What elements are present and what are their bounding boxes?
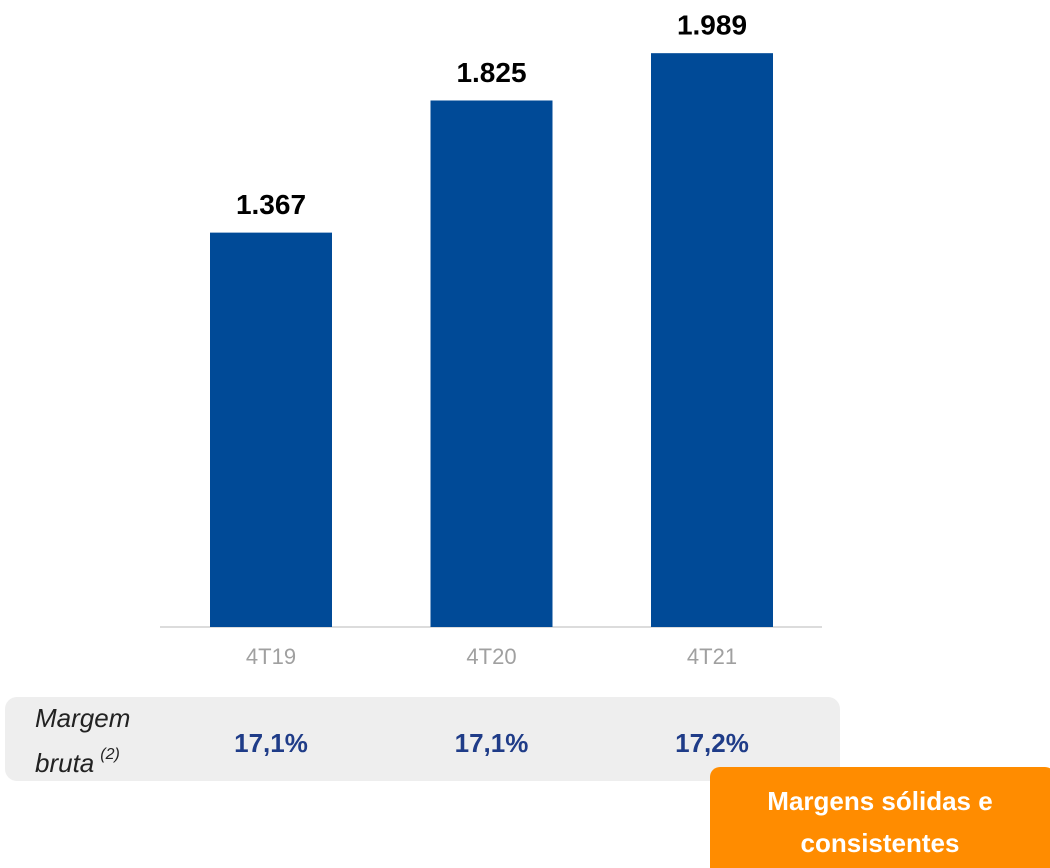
margin-panel: [5, 697, 840, 781]
margin-value: 17,1%: [234, 728, 308, 758]
bar: [210, 232, 332, 628]
callout-text: Margens sólidas e: [767, 786, 992, 816]
x-tick-label: 4T20: [466, 644, 516, 669]
x-tick-label: 4T21: [687, 644, 737, 669]
callout-text: consistentes: [801, 828, 960, 858]
x-tick-label: 4T19: [246, 644, 296, 669]
margin-label: bruta: [35, 748, 94, 778]
value-label: 1.825: [456, 57, 526, 88]
margin-value: 17,2%: [675, 728, 749, 758]
bar: [651, 53, 773, 627]
margin-label: Margem: [35, 703, 130, 733]
value-label: 1.989: [677, 10, 747, 41]
bar: [430, 100, 553, 628]
footnote: (2): [100, 746, 120, 763]
callout-box: [710, 767, 1050, 868]
margin-label: bruta (2): [35, 746, 120, 778]
margin-value: 17,1%: [455, 728, 529, 758]
value-label: 1.367: [236, 189, 306, 220]
